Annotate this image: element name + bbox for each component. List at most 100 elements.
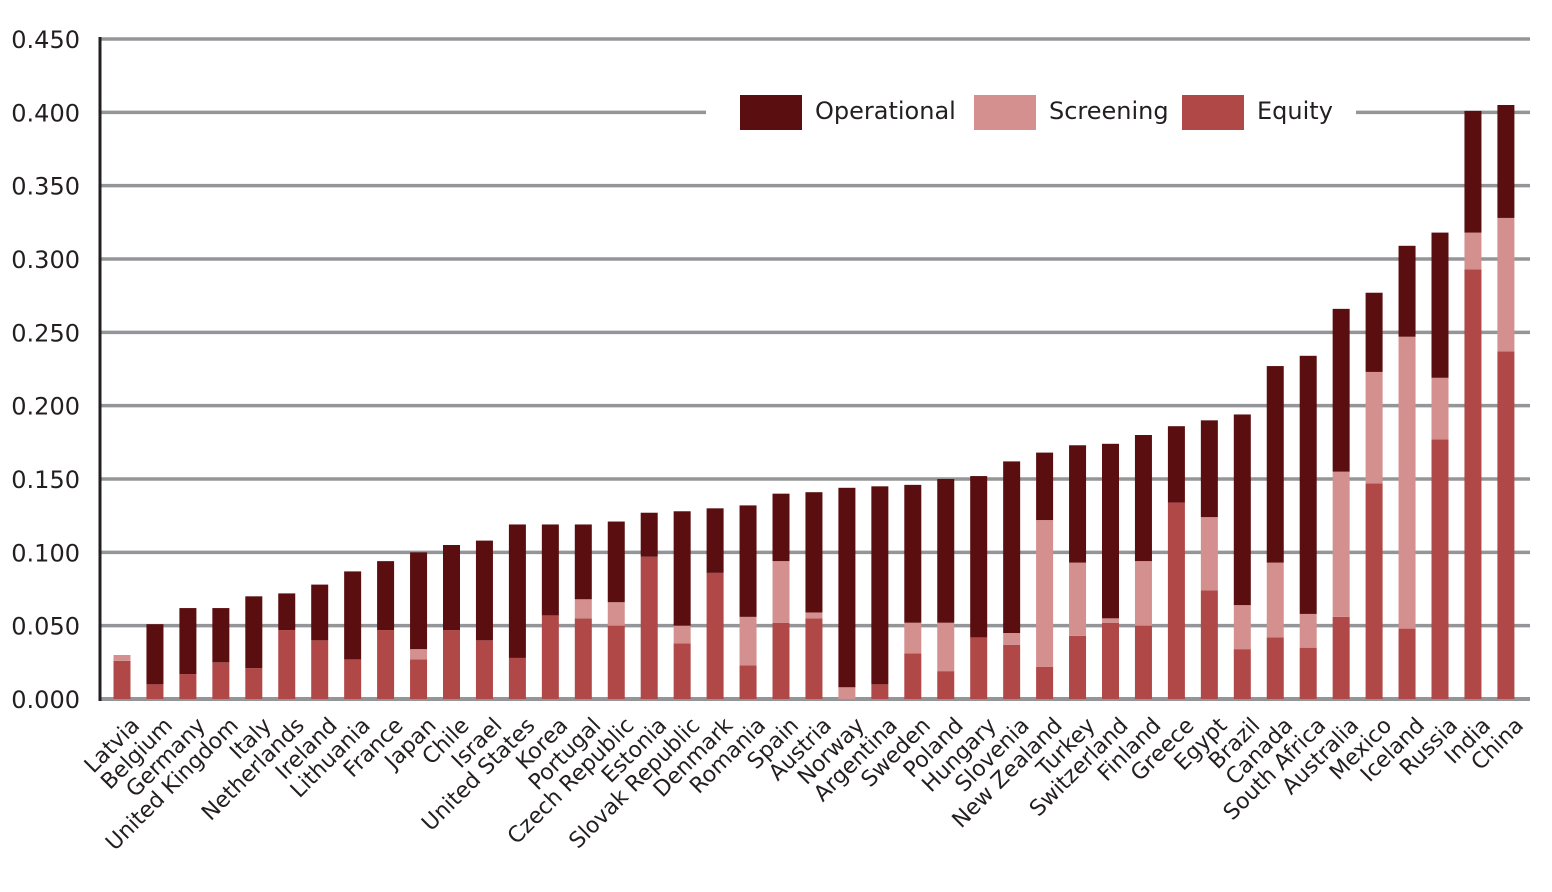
y-axis-ticks: 0.000 0.050 0.100 0.150 0.200 0.250 0.300 0.350…: [11, 26, 80, 714]
bar-segment-equity: [805, 618, 823, 699]
legend-label-equity: Equity: [1257, 97, 1333, 125]
bar-segment-operational: [970, 476, 988, 638]
bar-segment-equity: [278, 630, 296, 699]
y-tick-label: 0.150: [11, 466, 80, 494]
bar-segment-equity: [410, 659, 428, 699]
bar-segment-equity: [212, 662, 230, 699]
bar-segment-operational: [311, 584, 329, 641]
legend: Operational Screening Equity: [706, 90, 1356, 136]
bar-segment-operational: [1497, 105, 1515, 218]
bar-segment-operational: [1365, 292, 1383, 372]
y-tick-label: 0.000: [11, 686, 80, 714]
bar-segment-equity: [1036, 666, 1054, 699]
bar-segment-operational: [1398, 245, 1416, 337]
bar-segment-operational: [838, 487, 856, 688]
bar-segment-screening: [1266, 562, 1284, 638]
bar-segment-screening: [113, 655, 131, 661]
bar-segment-equity: [508, 657, 526, 699]
bar-segment-equity: [1200, 590, 1218, 699]
bar-segment-operational: [1266, 366, 1284, 563]
bar-segment-equity: [904, 653, 922, 699]
bar-segment-screening: [1299, 613, 1317, 648]
bar-segment-equity: [245, 668, 263, 699]
bar-segment-equity: [113, 660, 131, 699]
bar-segment-screening: [1069, 562, 1087, 636]
bar-segment-equity: [1464, 269, 1482, 699]
bar-segment-operational: [1233, 414, 1251, 606]
bar-segment-screening: [772, 561, 790, 623]
bar-segment-equity: [1299, 647, 1317, 699]
bar-segment-equity: [179, 674, 197, 699]
bar-segment-operational: [541, 524, 559, 616]
bar-segment-equity: [574, 618, 592, 699]
legend-swatch-equity: [1182, 95, 1244, 130]
bar-segment-operational: [673, 511, 691, 626]
bar-segment-operational: [871, 486, 889, 685]
bar-segment-screening: [1233, 605, 1251, 650]
bar-segment-operational: [1134, 435, 1152, 562]
bar-segment-operational: [278, 593, 296, 631]
bar-segment-equity: [1266, 637, 1284, 699]
bar-segment-screening: [1497, 217, 1515, 352]
bar-segment-equity: [607, 625, 625, 699]
bar-segment-operational: [212, 608, 230, 663]
bar-segment-operational: [410, 552, 428, 650]
bar-segment-equity: [673, 643, 691, 699]
y-tick-label: 0.050: [11, 613, 80, 641]
bar-segment-operational: [443, 545, 460, 631]
bar-segment-screening: [838, 687, 856, 699]
bar-segment-equity: [739, 665, 757, 699]
bar-segment-screening: [574, 599, 592, 619]
bar-segment-equity: [146, 684, 164, 699]
bar-segment-operational: [1036, 452, 1054, 521]
bar-segment-equity: [1003, 644, 1021, 699]
bar-segment-equity: [640, 556, 658, 699]
y-tick-label: 0.350: [11, 173, 80, 201]
bar-segment-equity: [1167, 502, 1185, 699]
bar-segment-screening: [1102, 618, 1119, 623]
bar-segment-screening: [1398, 336, 1416, 629]
bar-segment-screening: [904, 622, 922, 654]
bar-segment-screening: [1036, 520, 1054, 667]
bar-segment-operational: [739, 505, 757, 617]
bar-segment-equity: [475, 640, 493, 699]
bar-segment-operational: [1102, 443, 1119, 619]
bar-segment-equity: [1134, 625, 1152, 699]
bar-segment-equity: [377, 630, 395, 699]
y-tick-label: 0.250: [11, 319, 80, 347]
bar-segment-equity: [1431, 439, 1449, 699]
bar-segment-equity: [970, 637, 988, 699]
bar-segment-screening: [937, 622, 955, 672]
bar-segment-operational: [904, 484, 922, 623]
bar-segment-screening: [1365, 371, 1383, 484]
legend-label-screening: Screening: [1049, 97, 1169, 125]
bar-segment-operational: [508, 524, 526, 658]
bar-segment-equity: [1069, 635, 1087, 699]
bar-segment-operational: [1299, 355, 1317, 614]
bar-segment-screening: [1134, 561, 1152, 626]
bar-segment-operational: [1332, 308, 1350, 472]
bar-segment-operational: [1431, 232, 1449, 378]
bar-segment-screening: [673, 625, 691, 644]
bar-segment-equity: [541, 615, 559, 699]
bar-segment-screening: [607, 602, 625, 626]
bar-segment-operational: [377, 561, 395, 631]
bar-segment-equity: [1398, 628, 1416, 699]
bar-segment-screening: [805, 612, 823, 619]
bar-segment-equity: [344, 659, 362, 699]
bar-segment-screening: [739, 616, 757, 666]
bar-segment-operational: [772, 493, 790, 562]
bar-segment-screening: [1332, 471, 1350, 617]
bar-segment-operational: [1069, 445, 1087, 563]
bar-segment-screening: [410, 649, 428, 660]
bar-segment-operational: [179, 608, 197, 675]
bar-segment-operational: [146, 624, 164, 685]
legend-label-operational: Operational: [815, 97, 956, 125]
y-tick-label: 0.400: [11, 99, 80, 127]
bar-segment-screening: [1003, 633, 1021, 645]
bar-segment-equity: [1233, 649, 1251, 699]
bar-segment-equity: [1102, 622, 1119, 699]
bar-segment-equity: [706, 572, 724, 699]
